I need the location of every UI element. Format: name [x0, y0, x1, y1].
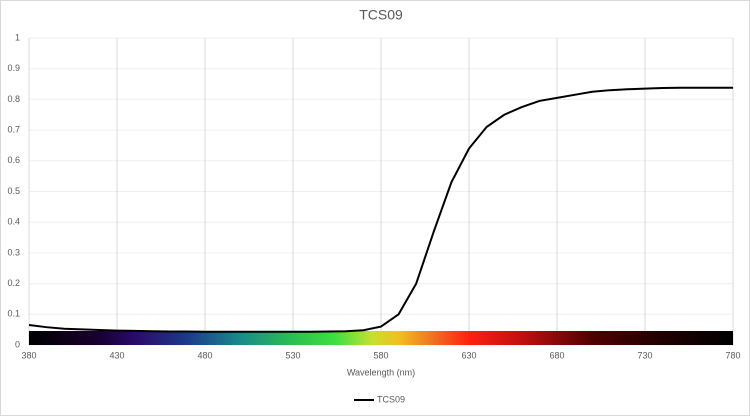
- x-tick-label: 530: [285, 350, 300, 360]
- x-tick-label: 430: [109, 350, 124, 360]
- y-tick-label: 0.2: [7, 278, 20, 288]
- data-line: [28, 86, 733, 333]
- y-tick-label: 0.3: [7, 247, 20, 257]
- y-tick-label: 0.5: [7, 186, 20, 196]
- y-tick-label: 1: [15, 32, 20, 42]
- x-tick-label: 380: [21, 350, 36, 360]
- y-tick-label: 0.4: [7, 217, 20, 227]
- x-tick-label: 630: [461, 350, 476, 360]
- y-tick-label: 0.1: [7, 309, 20, 319]
- x-tick-label: 780: [725, 350, 740, 360]
- x-tick-label: 730: [637, 350, 652, 360]
- y-tick-label: 0.7: [7, 124, 20, 134]
- x-tick-label: 480: [197, 350, 212, 360]
- legend-label: TCS09: [377, 394, 405, 404]
- x-tick-label: 680: [549, 350, 564, 360]
- y-tick-label: 0.6: [7, 155, 20, 165]
- chart-title: TCS09: [359, 7, 403, 23]
- y-tick-label: 0.9: [7, 63, 20, 73]
- spectrum-band: [29, 331, 733, 345]
- x-tick-label: 580: [373, 350, 388, 360]
- x-axis-label: Wavelength (nm): [347, 367, 415, 377]
- y-tick-label: 0: [15, 339, 20, 349]
- y-tick-label: 0.8: [7, 94, 20, 104]
